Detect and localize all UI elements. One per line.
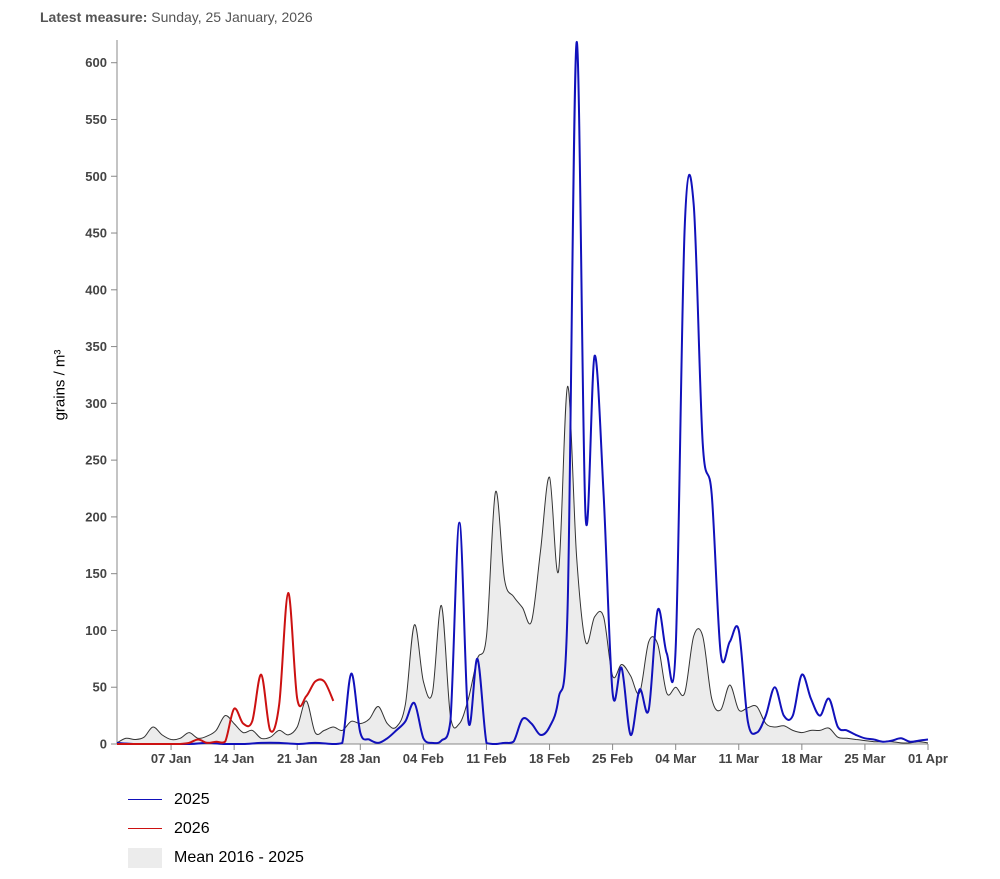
legend-swatch-mean [128, 847, 162, 868]
y-tick-label: 50 [93, 680, 107, 695]
y-tick-label: 400 [85, 282, 107, 297]
x-tick-label: 25 Mar [844, 751, 885, 766]
y-tick-label: 500 [85, 169, 107, 184]
latest-measure-label: Latest measure: [40, 9, 148, 25]
x-tick-label: 07 Jan [151, 751, 192, 766]
y-tick-label: 300 [85, 396, 107, 411]
x-tick-label: 25 Feb [592, 751, 633, 766]
y-tick-label: 0 [100, 737, 107, 752]
y-tick-label: 200 [85, 509, 107, 524]
legend: 2025 2026 Mean 2016 - 2025 [128, 785, 304, 872]
x-tick-label: 18 Mar [781, 751, 822, 766]
y-tick-label: 600 [85, 55, 107, 70]
legend-item-mean[interactable]: Mean 2016 - 2025 [128, 843, 304, 872]
x-tick-label: 28 Jan [340, 751, 381, 766]
x-tick-label: 04 Feb [403, 751, 444, 766]
legend-swatch-2025 [128, 799, 162, 800]
legend-label-mean: Mean 2016 - 2025 [174, 848, 304, 866]
y-tick-label: 250 [85, 453, 107, 468]
y-tick-label: 550 [85, 112, 107, 127]
x-tick-label: 11 Mar [719, 751, 759, 766]
y-tick-label: 450 [85, 226, 107, 241]
x-tick-label: 04 Mar [655, 751, 696, 766]
latest-measure: Latest measure: Sunday, 25 January, 2026 [40, 9, 313, 25]
x-tick-label: 01 Apr [908, 751, 948, 766]
y-tick-label: 100 [85, 623, 107, 638]
series-mean-line [116, 385, 929, 744]
x-tick-label: 14 Jan [214, 751, 255, 766]
latest-measure-date: Sunday, 25 January, 2026 [151, 9, 313, 25]
series-2026-line [117, 591, 335, 745]
x-tick-label: 11 Feb [466, 751, 507, 766]
legend-swatch-2026 [128, 828, 162, 829]
legend-item-2025[interactable]: 2025 [128, 785, 304, 814]
y-tick-label: 350 [85, 339, 107, 354]
x-tick-label: 18 Feb [529, 751, 570, 766]
y-tick-label: 150 [85, 566, 107, 581]
legend-label-2025: 2025 [174, 790, 210, 808]
legend-label-2026: 2026 [174, 819, 210, 837]
x-tick-label: 21 Jan [277, 751, 318, 766]
legend-item-2026[interactable]: 2026 [128, 814, 304, 843]
series-2025-line [116, 41, 929, 745]
series-mean-area [117, 386, 928, 744]
